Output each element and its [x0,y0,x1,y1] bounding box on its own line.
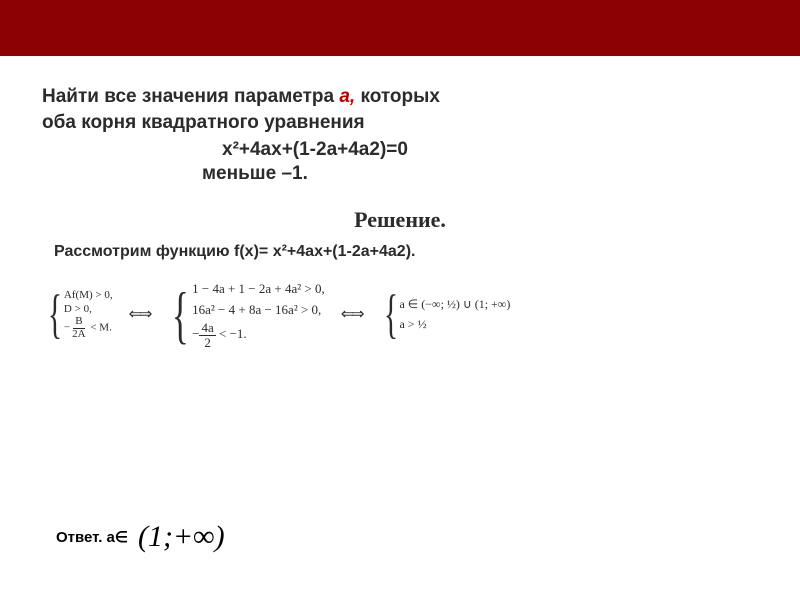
sys-left-r3: −B2A < M. [64,316,113,340]
answer-row: Ответ. a∈ (1;+∞) [56,520,225,554]
brace-icon: { [48,293,62,336]
brace-icon: { [383,293,397,336]
problem-line1-pre: Найти все значения параметра [42,86,339,107]
answer-label: Ответ. a∈ [56,528,128,546]
problem-line1-post: которых [355,86,440,107]
fraction: B2A [70,316,87,340]
system-right-stack: a ∈ (−∞; ½) ∪ (1; +∞) a > ½ [399,294,510,335]
consider-function: Рассмотрим функцию f(x)= х²+4ах+(1-2а+4а… [42,243,758,261]
sys-right-r1: a ∈ (−∞; ½) ∪ (1; +∞) [399,294,510,314]
sys-left-r1: Af(M) > 0, [64,288,113,302]
system-middle: { 1 − 4a + 1 − 2a + 4a² > 0, 16a² − 4 + … [165,279,324,349]
brace-icon: { [172,289,189,340]
systems-row: { Af(M) > 0, D > 0, −B2A < M. ⇐⇒ { 1 − 4… [42,279,758,349]
parameter-a: а, [339,86,355,107]
content-area: Найти все значения параметра а, которых … [0,56,800,349]
banner [0,0,800,56]
sys-mid-r3: −4a2 < −1. [192,321,325,349]
fraction: 4a2 [199,321,215,349]
problem-line2: оба корня квадратного уравнения [42,112,365,133]
sys-mid-r1: 1 − 4a + 1 − 2a + 4a² > 0, [192,279,325,300]
problem-equation: х²+4ах+(1-2а+4а2)=0 [42,139,758,161]
answer-interval: (1;+∞) [138,520,225,554]
problem-statement: Найти все значения параметра а, которых … [42,84,758,135]
sys-left-r2: D > 0, [64,302,113,316]
system-right: { a ∈ (−∞; ½) ∪ (1; +∞) a > ½ [378,293,511,336]
iff-arrow-icon: ⇐⇒ [335,304,368,324]
iff-arrow-icon: ⇐⇒ [123,304,156,324]
sys-right-r2: a > ½ [399,314,510,334]
system-left: { Af(M) > 0, D > 0, −B2A < M. [42,288,113,341]
solution-title: Решение. [42,207,758,233]
system-left-stack: Af(M) > 0, D > 0, −B2A < M. [64,288,113,341]
problem-condition: меньше –1. [42,163,758,185]
sys-mid-r2: 16a² − 4 + 8a − 16a² > 0, [192,300,325,321]
system-middle-stack: 1 − 4a + 1 − 2a + 4a² > 0, 16a² − 4 + 8a… [192,279,325,349]
